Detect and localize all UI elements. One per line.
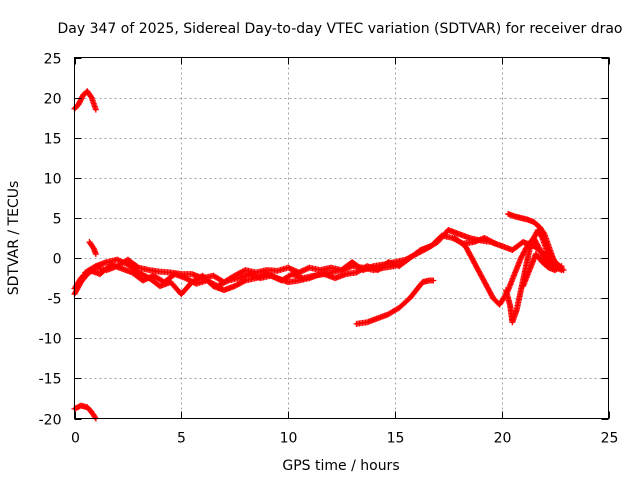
y-tick-label: 15 <box>44 132 62 148</box>
series-late-side-branch <box>520 251 565 290</box>
data-point <box>557 263 564 270</box>
data-point <box>430 277 437 284</box>
series-rise-segment <box>353 277 437 327</box>
data-point <box>92 106 99 113</box>
series-segment-early-high <box>71 88 99 113</box>
y-tick-label: -5 <box>48 292 62 308</box>
data-point <box>92 251 99 258</box>
data-point <box>492 240 499 247</box>
y-tick-label: -15 <box>39 372 62 388</box>
chart-title: Day 347 of 2025, Sidereal Day-to-day VTE… <box>57 21 622 37</box>
y-tick-label: 25 <box>44 52 62 68</box>
data-point <box>241 278 248 285</box>
y-tick-label: -20 <box>39 413 62 429</box>
data-point <box>91 263 98 270</box>
y-tick-label: 10 <box>44 172 62 188</box>
data-point <box>391 263 398 270</box>
y-tick-label: 5 <box>53 212 62 228</box>
x-tick-label: 5 <box>177 431 186 447</box>
y-tick-labels: -20 -15 -10 -5 0 5 10 15 20 25 <box>39 52 62 429</box>
series-main-band-a <box>71 226 565 298</box>
series-segment-early-short <box>86 239 99 258</box>
x-axis-label: GPS time / hours <box>282 458 399 474</box>
x-tick-label: 10 <box>280 431 298 447</box>
series-main-band-c <box>82 256 398 298</box>
axis-ticks <box>74 57 610 420</box>
data-point <box>560 267 567 274</box>
data-point <box>490 239 497 246</box>
y-tick-label: 0 <box>53 252 62 268</box>
y-tick-label: -10 <box>39 332 62 348</box>
y-tick-label: 20 <box>44 92 62 108</box>
x-tick-label: 15 <box>387 431 405 447</box>
plot-frame <box>74 57 609 419</box>
grid-lines <box>74 57 609 419</box>
x-tick-label: 25 <box>601 431 619 447</box>
x-tick-labels: 0 5 10 15 20 25 <box>71 431 618 447</box>
x-tick-label: 20 <box>494 431 512 447</box>
series-late-high-arc <box>505 210 567 274</box>
data-points-layer <box>71 88 567 422</box>
data-point <box>223 278 230 285</box>
data-point <box>92 414 99 421</box>
y-axis-label: SDTVAR / TECUs <box>6 181 22 296</box>
x-tick-label: 0 <box>71 431 80 447</box>
data-point <box>558 263 565 270</box>
